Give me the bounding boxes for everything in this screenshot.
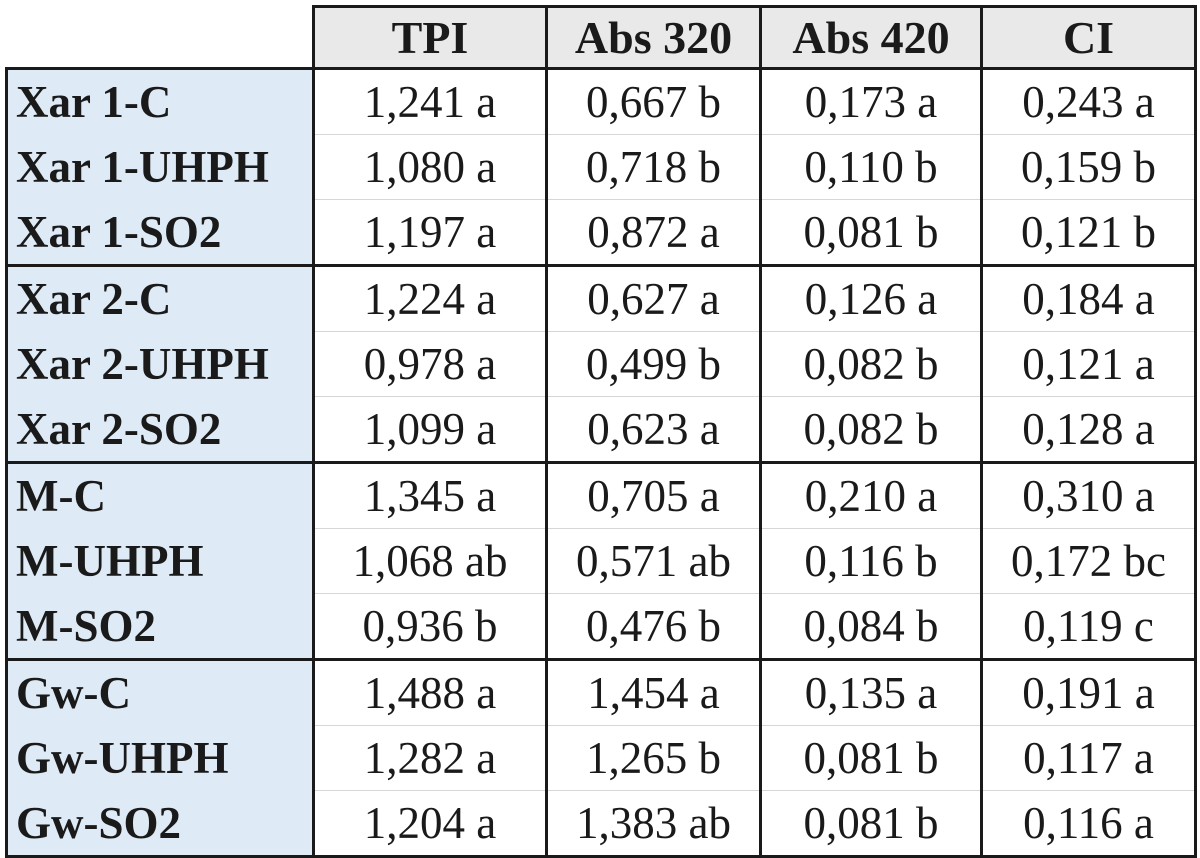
table-row: Xar 1-SO2 1,197 a 0,872 a 0,081 b 0,121 …	[5, 199, 1197, 267]
cell-abs-320: 0,623 a	[545, 396, 762, 464]
cell-tpi: 1,345 a	[312, 461, 548, 529]
column-header-abs-320: Abs 320	[545, 5, 762, 70]
row-label: Gw-SO2	[5, 790, 315, 858]
cell-abs-420: 0,126 a	[759, 264, 983, 332]
row-label: Xar 2-SO2	[5, 396, 315, 464]
cell-ci: 0,184 a	[980, 264, 1197, 332]
cell-abs-320: 0,627 a	[545, 264, 762, 332]
cell-ci: 0,310 a	[980, 461, 1197, 529]
cell-abs-320: 0,718 b	[545, 134, 762, 200]
cell-abs-420: 0,082 b	[759, 331, 983, 397]
table-row: Gw-UHPH 1,282 a 1,265 b 0,081 b 0,117 a	[5, 725, 1197, 791]
cell-abs-320: 0,872 a	[545, 199, 762, 267]
row-label: M-C	[5, 461, 315, 529]
cell-ci: 0,119 c	[980, 593, 1197, 661]
cell-tpi: 1,241 a	[312, 67, 548, 135]
table-row: Gw-C 1,488 a 1,454 a 0,135 a 0,191 a	[5, 658, 1197, 726]
cell-abs-420: 0,135 a	[759, 658, 983, 726]
row-label: Xar 2-C	[5, 264, 315, 332]
cell-tpi: 1,224 a	[312, 264, 548, 332]
row-label: Gw-UHPH	[5, 725, 315, 791]
row-label: Xar 1-UHPH	[5, 134, 315, 200]
row-label: M-UHPH	[5, 528, 315, 594]
cell-tpi: 1,488 a	[312, 658, 548, 726]
cell-ci: 0,159 b	[980, 134, 1197, 200]
results-table: TPI Abs 320 Abs 420 CI Xar 1-C 1,241 a 0…	[5, 5, 1197, 858]
cell-ci: 0,191 a	[980, 658, 1197, 726]
cell-abs-420: 0,110 b	[759, 134, 983, 200]
table-row: Xar 2-UHPH 0,978 a 0,499 b 0,082 b 0,121…	[5, 331, 1197, 397]
cell-tpi: 1,099 a	[312, 396, 548, 464]
cell-abs-320: 0,667 b	[545, 67, 762, 135]
cell-abs-420: 0,081 b	[759, 199, 983, 267]
corner-cell	[6, 6, 315, 70]
table-row: M-C 1,345 a 0,705 a 0,210 a 0,310 a	[5, 461, 1197, 529]
table-row: M-SO2 0,936 b 0,476 b 0,084 b 0,119 c	[5, 593, 1197, 661]
cell-ci: 0,121 b	[980, 199, 1197, 267]
table-row: Xar 2-C 1,224 a 0,627 a 0,126 a 0,184 a	[5, 264, 1197, 332]
cell-ci: 0,128 a	[980, 396, 1197, 464]
cell-tpi: 1,282 a	[312, 725, 548, 791]
cell-tpi: 1,197 a	[312, 199, 548, 267]
cell-abs-420: 0,081 b	[759, 725, 983, 791]
row-label: M-SO2	[5, 593, 315, 661]
cell-abs-320: 0,571 ab	[545, 528, 762, 594]
column-header-abs-420: Abs 420	[759, 5, 983, 70]
column-header-tpi: TPI	[312, 5, 548, 70]
cell-abs-320: 1,454 a	[545, 658, 762, 726]
row-label: Gw-C	[5, 658, 315, 726]
header-row: TPI Abs 320 Abs 420 CI	[6, 5, 1197, 70]
cell-tpi: 1,068 ab	[312, 528, 548, 594]
cell-ci: 0,116 a	[980, 790, 1197, 858]
cell-abs-320: 0,705 a	[545, 461, 762, 529]
cell-abs-420: 0,116 b	[759, 528, 983, 594]
table-row: Xar 1-C 1,241 a 0,667 b 0,173 a 0,243 a	[5, 67, 1197, 135]
row-label: Xar 1-C	[5, 67, 315, 135]
cell-ci: 0,243 a	[980, 67, 1197, 135]
cell-tpi: 0,936 b	[312, 593, 548, 661]
cell-tpi: 1,080 a	[312, 134, 548, 200]
cell-abs-320: 0,476 b	[545, 593, 762, 661]
cell-abs-420: 0,082 b	[759, 396, 983, 464]
table-row: Xar 1-UHPH 1,080 a 0,718 b 0,110 b 0,159…	[5, 134, 1197, 200]
cell-abs-420: 0,173 a	[759, 67, 983, 135]
row-label: Xar 2-UHPH	[5, 331, 315, 397]
cell-abs-420: 0,210 a	[759, 461, 983, 529]
table-body: Xar 1-C 1,241 a 0,667 b 0,173 a 0,243 a …	[5, 67, 1197, 858]
row-label: Xar 1-SO2	[5, 199, 315, 267]
table-row: Xar 2-SO2 1,099 a 0,623 a 0,082 b 0,128 …	[5, 396, 1197, 464]
cell-abs-420: 0,084 b	[759, 593, 983, 661]
table-row: M-UHPH 1,068 ab 0,571 ab 0,116 b 0,172 b…	[5, 528, 1197, 594]
cell-abs-320: 0,499 b	[545, 331, 762, 397]
cell-tpi: 0,978 a	[312, 331, 548, 397]
cell-ci: 0,172 bc	[980, 528, 1197, 594]
cell-ci: 0,121 a	[980, 331, 1197, 397]
column-header-ci: CI	[980, 5, 1197, 70]
cell-ci: 0,117 a	[980, 725, 1197, 791]
cell-abs-320: 1,265 b	[545, 725, 762, 791]
